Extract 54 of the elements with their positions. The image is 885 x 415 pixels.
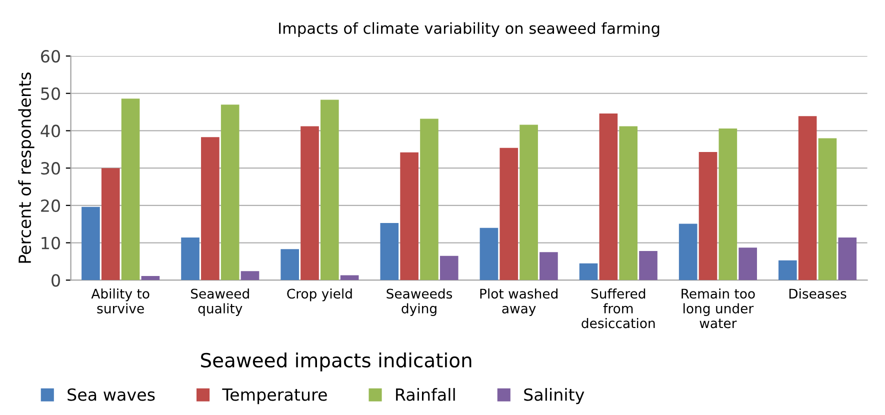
legend-label: Rainfall bbox=[396, 388, 455, 401]
x-tick-label: Crop yield bbox=[287, 288, 352, 302]
y-tick-label: 30 bbox=[41, 162, 60, 175]
bar bbox=[500, 148, 518, 280]
x-tick-label: Diseases bbox=[789, 288, 846, 299]
bar bbox=[619, 126, 638, 280]
legend-label: Sea waves bbox=[68, 388, 155, 401]
bar bbox=[838, 238, 857, 280]
bar bbox=[778, 260, 797, 280]
bar bbox=[639, 250, 658, 280]
x-tick-label: Ability to survive bbox=[91, 288, 150, 314]
bar bbox=[240, 271, 260, 280]
bar bbox=[540, 252, 558, 280]
y-tick-label: 20 bbox=[41, 199, 60, 212]
x-tick-label: Seaweed quality bbox=[191, 288, 249, 316]
bar bbox=[220, 104, 240, 280]
x-tick-label: Seaweeds dying bbox=[386, 288, 452, 316]
bar bbox=[420, 118, 438, 280]
bar bbox=[400, 152, 418, 280]
bar bbox=[121, 98, 140, 280]
bar bbox=[320, 100, 339, 280]
bar bbox=[181, 238, 200, 280]
bar bbox=[141, 276, 160, 280]
bar bbox=[738, 248, 757, 280]
bar bbox=[520, 124, 538, 280]
bar bbox=[340, 275, 359, 280]
legend-label: Salinity bbox=[524, 388, 584, 404]
bar bbox=[579, 263, 598, 280]
bar bbox=[718, 128, 738, 280]
y-tick-label: 60 bbox=[41, 50, 60, 63]
bar bbox=[818, 138, 837, 280]
bar bbox=[798, 116, 817, 280]
y-axis-title: Percent of respondents bbox=[18, 72, 34, 263]
bar bbox=[82, 206, 100, 280]
bar bbox=[201, 137, 220, 280]
bar bbox=[440, 256, 458, 280]
y-tick-label: 10 bbox=[42, 236, 60, 250]
bar bbox=[599, 114, 618, 280]
chart-title: Impacts of climate variability on seaweed farming bbox=[279, 22, 660, 37]
bar bbox=[380, 222, 399, 280]
bar bbox=[300, 126, 319, 280]
bar bbox=[678, 224, 698, 280]
legend-label: Temperature bbox=[222, 388, 327, 404]
y-tick-label: 50 bbox=[41, 87, 60, 100]
x-tick-label: Plot washed away bbox=[480, 288, 558, 316]
x-tick-label: Remain too long under water bbox=[682, 288, 755, 328]
x-tick-label: Suffered from desiccation bbox=[582, 288, 655, 328]
y-tick-label: 0 bbox=[52, 274, 60, 287]
y-tick-label: 40 bbox=[40, 124, 60, 138]
x-axis-title: Seaweed impacts indication bbox=[201, 352, 472, 372]
bar bbox=[480, 228, 498, 280]
bar bbox=[698, 152, 718, 280]
bar bbox=[101, 168, 120, 280]
bar bbox=[280, 249, 299, 280]
